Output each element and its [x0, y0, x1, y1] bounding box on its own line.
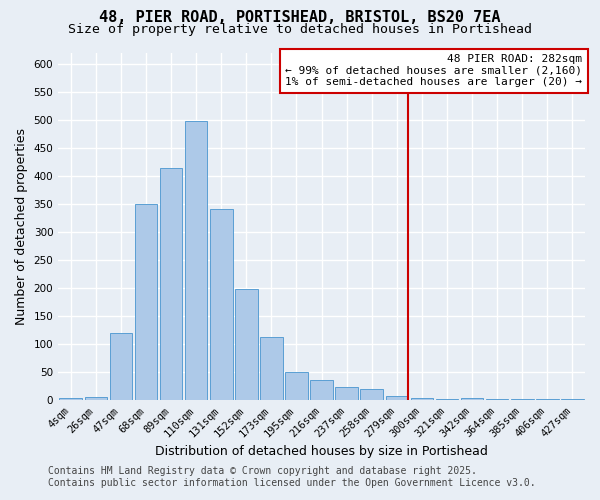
Bar — [386, 396, 408, 400]
Y-axis label: Number of detached properties: Number of detached properties — [15, 128, 28, 325]
Bar — [260, 337, 283, 400]
Bar — [310, 380, 333, 400]
Text: Size of property relative to detached houses in Portishead: Size of property relative to detached ho… — [68, 22, 532, 36]
Bar — [185, 121, 208, 400]
Bar — [235, 290, 257, 401]
Bar — [285, 372, 308, 400]
Bar — [110, 333, 132, 400]
Bar — [134, 204, 157, 400]
Bar — [59, 398, 82, 400]
Bar — [361, 390, 383, 400]
Bar — [461, 398, 484, 400]
Bar — [335, 387, 358, 400]
X-axis label: Distribution of detached houses by size in Portishead: Distribution of detached houses by size … — [155, 444, 488, 458]
Text: Contains HM Land Registry data © Crown copyright and database right 2025.
Contai: Contains HM Land Registry data © Crown c… — [48, 466, 536, 487]
Text: 48, PIER ROAD, PORTISHEAD, BRISTOL, BS20 7EA: 48, PIER ROAD, PORTISHEAD, BRISTOL, BS20… — [99, 10, 501, 25]
Bar — [410, 398, 433, 400]
Bar — [210, 208, 233, 400]
Text: 48 PIER ROAD: 282sqm
← 99% of detached houses are smaller (2,160)
1% of semi-det: 48 PIER ROAD: 282sqm ← 99% of detached h… — [286, 54, 583, 88]
Bar — [85, 396, 107, 400]
Bar — [160, 168, 182, 400]
